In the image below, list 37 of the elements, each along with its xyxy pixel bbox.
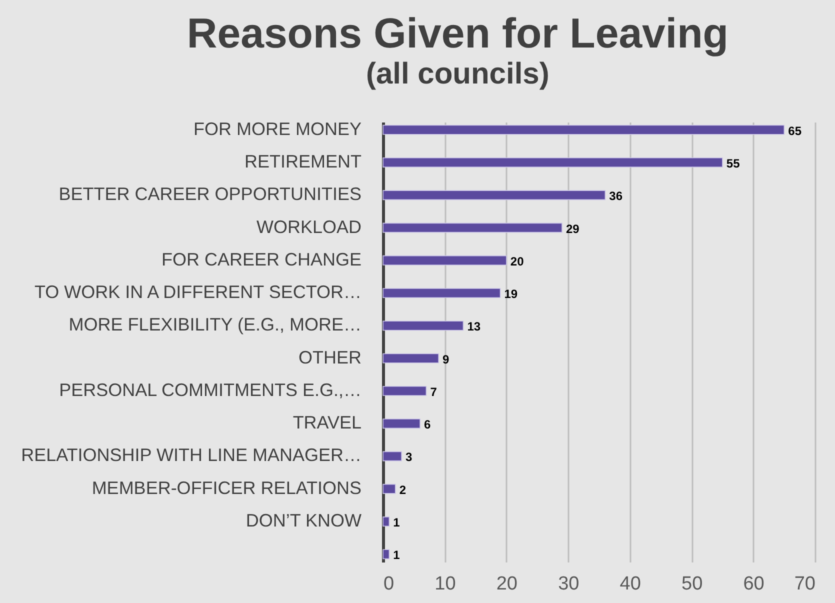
x-tick-label: 30 (558, 574, 580, 594)
x-tick-label: 50 (682, 574, 703, 594)
data-label: 65 (788, 124, 802, 138)
y-tick-label: BETTER CAREER OPPORTUNITIES (58, 184, 362, 204)
data-label: 29 (566, 222, 580, 236)
chart-subtitle: (all councils) (366, 57, 550, 90)
x-tick-label: 40 (620, 574, 641, 594)
x-tick-label: 70 (794, 574, 816, 594)
y-tick-label: MORE FLEXIBILITY (E.G., MORE… (68, 314, 362, 335)
y-tick-label: WORKLOAD (256, 216, 362, 237)
data-label: 1 (393, 548, 400, 562)
data-label: 7 (430, 384, 438, 399)
data-label: 19 (504, 287, 518, 302)
y-tick-label: RETIREMENT (244, 151, 362, 172)
y-tick-label: FOR MORE MONEY (193, 118, 362, 139)
y-tick-label: PERSONAL COMMITMENTS E.G.,… (59, 380, 362, 400)
chart-title: Reasons Given for Leaving (186, 9, 728, 56)
data-label: 20 (510, 254, 524, 268)
data-label: 55 (726, 156, 740, 170)
data-label: 9 (442, 352, 450, 366)
x-tick-label: 60 (743, 574, 764, 594)
y-tick-label: TO WORK IN A DIFFERENT SECTOR… (34, 282, 362, 302)
data-label: 3 (406, 450, 413, 464)
x-tick-label: 0 (384, 574, 394, 594)
data-label: 36 (609, 189, 623, 204)
y-tick-label: MEMBER-OFFICER RELATIONS (92, 478, 362, 498)
data-label: 13 (467, 320, 481, 334)
y-tick-label: OTHER (298, 347, 362, 368)
y-tick-label: RELATIONSHIP WITH LINE MANAGER… (21, 445, 362, 466)
y-tick-label: TRAVEL (292, 412, 362, 433)
y-tick-label: FOR CAREER CHANGE (161, 249, 362, 270)
data-label: 2 (399, 482, 406, 497)
x-tick-label: 20 (496, 574, 518, 594)
y-tick-label: DON’T KNOW (246, 510, 362, 531)
data-label: 1 (393, 516, 400, 530)
data-label: 6 (424, 418, 432, 432)
x-tick-label: 10 (434, 574, 456, 594)
